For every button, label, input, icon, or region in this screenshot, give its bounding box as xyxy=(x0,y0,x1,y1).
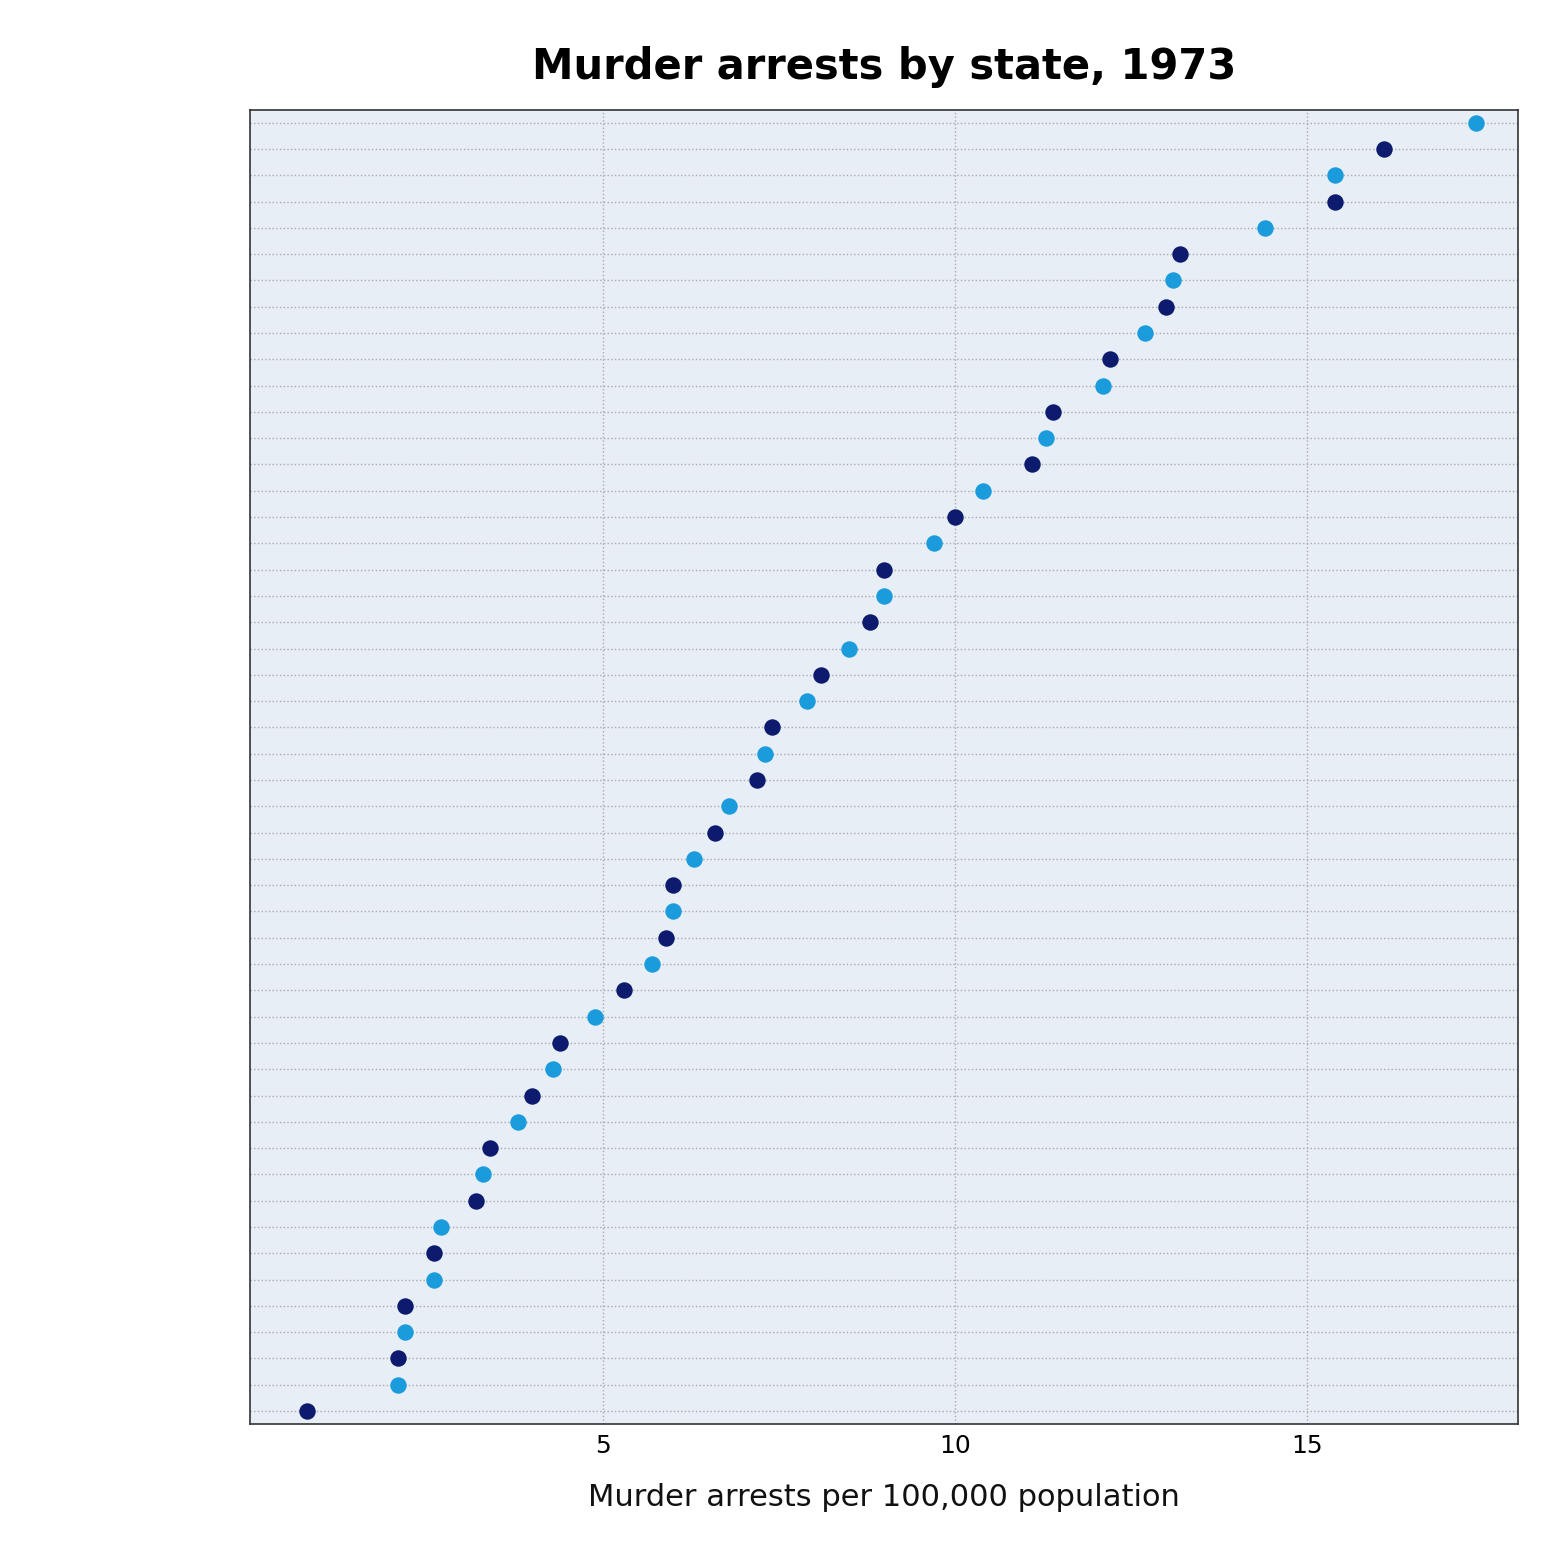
Point xyxy=(385,1373,410,1398)
Point xyxy=(703,820,728,845)
Point xyxy=(1252,216,1277,241)
Point xyxy=(505,1110,531,1135)
Point xyxy=(463,1188,488,1213)
Point xyxy=(1033,426,1058,451)
Point xyxy=(470,1161,495,1186)
Point xyxy=(1153,294,1178,319)
Point xyxy=(520,1083,545,1108)
Point xyxy=(1089,372,1114,398)
Point xyxy=(858,610,883,635)
Title: Murder arrests by state, 1973: Murder arrests by state, 1973 xyxy=(532,45,1236,88)
Point xyxy=(421,1241,446,1266)
Point xyxy=(751,742,776,767)
Point xyxy=(639,952,664,977)
Point xyxy=(1041,399,1066,424)
Point xyxy=(717,793,742,818)
Point xyxy=(920,531,945,556)
Point xyxy=(942,504,967,529)
Point xyxy=(681,847,706,872)
Point xyxy=(745,767,770,792)
Point xyxy=(393,1319,418,1344)
Point xyxy=(1097,347,1122,372)
Point xyxy=(421,1268,446,1293)
Point xyxy=(429,1214,454,1239)
Point xyxy=(582,1005,607,1030)
Point xyxy=(660,873,685,898)
Point xyxy=(759,715,784,740)
Point xyxy=(660,898,685,923)
Point xyxy=(808,662,833,687)
Point xyxy=(1160,268,1185,293)
Point xyxy=(541,1056,567,1081)
Point xyxy=(1167,241,1193,266)
Point xyxy=(385,1346,410,1371)
Point xyxy=(872,557,897,582)
Point xyxy=(836,635,861,660)
Point xyxy=(294,1399,319,1424)
Point xyxy=(872,584,897,609)
Point xyxy=(477,1136,502,1161)
Point xyxy=(1131,321,1157,346)
Point xyxy=(653,925,678,950)
Point xyxy=(1463,110,1488,135)
Point xyxy=(1322,189,1347,214)
Point xyxy=(970,479,995,504)
Point xyxy=(1371,136,1396,161)
Point xyxy=(393,1293,418,1318)
Point xyxy=(1322,163,1347,188)
Point xyxy=(1019,452,1044,477)
Point xyxy=(610,978,635,1003)
X-axis label: Murder arrests per 100,000 population: Murder arrests per 100,000 population xyxy=(588,1484,1180,1512)
Point xyxy=(548,1030,573,1055)
Point xyxy=(793,689,818,714)
